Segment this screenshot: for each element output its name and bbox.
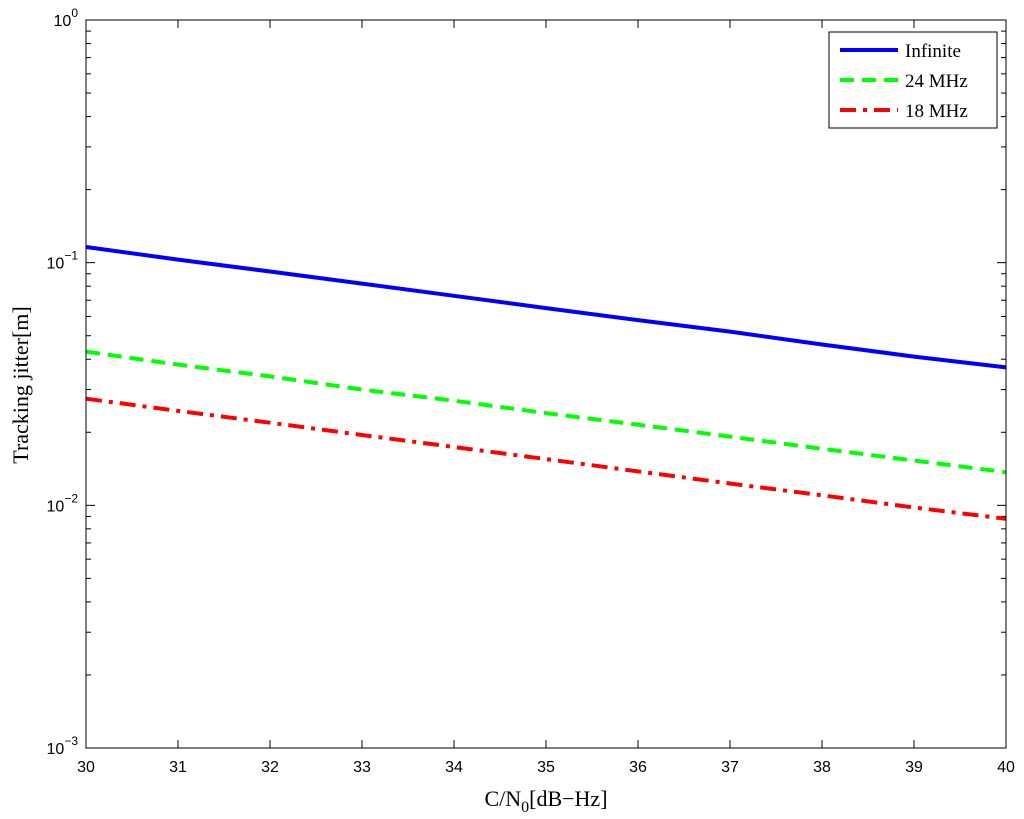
series-line <box>85 349 1007 475</box>
y-tick-labels: 100 10−1 10−2 10−3 <box>47 6 79 758</box>
y-tick-exponent: 0 <box>71 6 78 20</box>
y-tick-exponent: −3 <box>64 734 78 748</box>
x-tick-label: 32 <box>261 759 279 776</box>
series-lines <box>85 245 1007 521</box>
y-tick-label: 10−3 <box>47 734 79 758</box>
series-line <box>85 396 1007 521</box>
plot-background <box>86 20 1006 748</box>
y-tick-exponent: −1 <box>64 249 78 263</box>
legend-label: 18 MHz <box>905 101 968 122</box>
series-line <box>85 245 1007 370</box>
x-tick-label: 31 <box>169 759 187 776</box>
legend: Infinite 24 MHz 18 MHz <box>828 31 998 129</box>
y-tick-label: 100 <box>54 6 79 30</box>
x-tick-labels: 30 31 32 33 34 35 36 37 38 39 40 <box>77 759 1015 776</box>
x-tick-label: 34 <box>445 759 463 776</box>
legend-label: 24 MHz <box>905 71 968 92</box>
x-axis-title: C/N0[dB−Hz] <box>484 786 607 816</box>
y-tick-exponent: −2 <box>64 491 78 505</box>
x-tick-label: 38 <box>813 759 831 776</box>
x-tick-label: 30 <box>77 759 95 776</box>
x-tick-label: 33 <box>353 759 371 776</box>
y-tick-label: 10−1 <box>47 249 79 273</box>
x-tick-label: 36 <box>629 759 647 776</box>
x-tick-label: 37 <box>721 759 739 776</box>
x-tick-label: 39 <box>905 759 923 776</box>
x-tick-label: 35 <box>537 759 555 776</box>
y-axis-title: Tracking jitter[m] <box>8 306 33 463</box>
plot-frame <box>85 19 1007 749</box>
y-tick-label: 10−2 <box>47 491 79 515</box>
legend-label: Infinite <box>905 41 961 62</box>
x-axis-title-subscript: 0 <box>521 799 529 816</box>
x-tick-label: 40 <box>997 759 1015 776</box>
